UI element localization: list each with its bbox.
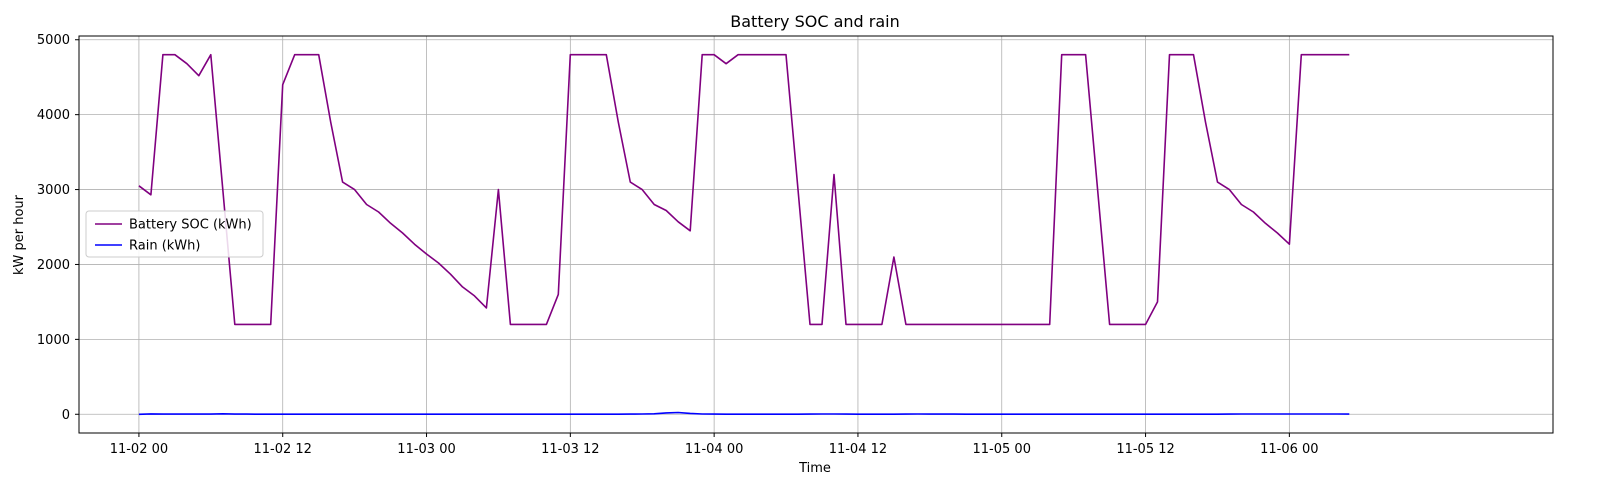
x-tick-label: 11-02 12 bbox=[253, 442, 311, 457]
x-tick-label: 11-02 00 bbox=[110, 442, 168, 457]
y-tick-label: 4000 bbox=[37, 108, 70, 123]
series-line-rain bbox=[138, 411, 1350, 416]
plot-series bbox=[138, 53, 1350, 416]
chart-title: Battery SOC and rain bbox=[730, 12, 899, 31]
legend-entry-label: Battery SOC (kWh) bbox=[129, 218, 252, 233]
x-tick-label: 11-05 12 bbox=[1116, 442, 1174, 457]
y-axis-ticks: 0 1000 2000 3000 4000 5000 bbox=[37, 33, 79, 423]
y-tick-label: 2000 bbox=[37, 258, 70, 273]
plot-frame bbox=[78, 35, 1554, 434]
x-tick-label: 11-03 12 bbox=[541, 442, 599, 457]
x-axis-label: Time bbox=[798, 461, 831, 476]
y-tick-label: 0 bbox=[62, 408, 70, 423]
series-line-battery-soc bbox=[138, 53, 1350, 326]
x-tick-label: 11-04 00 bbox=[685, 442, 743, 457]
y-tick-label: 5000 bbox=[37, 33, 70, 48]
y-tick-label: 1000 bbox=[37, 333, 70, 348]
legend: Battery SOC (kWh) Rain (kWh) bbox=[85, 210, 264, 258]
y-tick-label: 3000 bbox=[37, 183, 70, 198]
legend-entry-label: Rain (kWh) bbox=[129, 239, 200, 254]
x-axis-ticks: 11-02 00 11-02 12 11-03 00 11-03 12 11-04 00… bbox=[110, 433, 1319, 457]
x-tick-label: 11-05 00 bbox=[973, 442, 1031, 457]
y-axis-label: kW per hour bbox=[12, 194, 27, 275]
grid bbox=[79, 36, 1553, 433]
x-tick-label: 11-06 00 bbox=[1260, 442, 1318, 457]
x-tick-label: 11-04 12 bbox=[829, 442, 887, 457]
x-tick-label: 11-03 00 bbox=[397, 442, 455, 457]
legend-box bbox=[85, 210, 264, 258]
